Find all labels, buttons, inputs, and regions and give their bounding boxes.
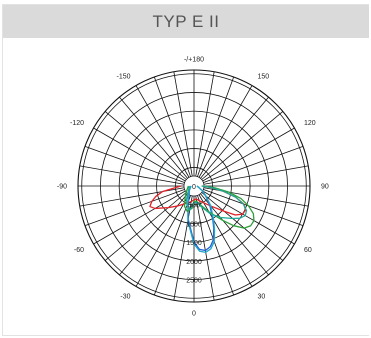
- photometric-card: TYP E II -/+180 150 120 90 60 30 0 -30 -60 -90 -12…: [2, 4, 369, 336]
- ring-gridline: [174, 166, 214, 206]
- card-header: TYP E II: [3, 5, 369, 38]
- radial-gridline: [84, 145, 195, 187]
- radial-gridline: [93, 127, 195, 187]
- radial-tick-label: 2000: [186, 259, 202, 266]
- radial-gridline: [193, 145, 304, 187]
- radial-gridline: [193, 185, 309, 207]
- radial-tick-label: 2500: [186, 278, 202, 285]
- radial-tick-label: 1500: [186, 240, 202, 247]
- radial-gridline: [173, 71, 195, 187]
- label-layer: -/+180 150 120 90 60 30 0 -30 -60 -90 -120 -150 0 500…: [57, 57, 329, 318]
- chart-title: TYP E II: [152, 11, 220, 31]
- radial-gridline: [135, 85, 195, 187]
- radial-gridline: [119, 185, 195, 276]
- radial-gridline: [193, 185, 284, 261]
- angle-tick-label: 150: [258, 74, 270, 81]
- radial-gridline: [79, 165, 195, 187]
- radial-gridline: [104, 111, 195, 187]
- radial-gridline: [193, 165, 309, 187]
- ring-gridline: [156, 148, 232, 224]
- angle-tick-label: -90: [57, 184, 67, 191]
- radial-tick-label: 1000: [186, 221, 202, 228]
- radial-tick-label: 0: [192, 184, 196, 191]
- series-line-5: [185, 185, 248, 220]
- angle-tick-label: -60: [74, 247, 84, 254]
- angle-tick-label: 30: [258, 293, 266, 300]
- series-line-4: [183, 185, 255, 229]
- ring-gridline: [81, 73, 307, 299]
- angle-tick-label: -150: [116, 74, 130, 81]
- angle-tick-label: 60: [304, 247, 312, 254]
- radial-gridline: [173, 185, 195, 301]
- angle-tick-label: 0: [192, 311, 196, 318]
- angle-tick-label: -/+180: [184, 57, 204, 64]
- radial-gridline: [193, 96, 269, 187]
- radial-gridline: [193, 85, 253, 187]
- radial-gridline: [79, 185, 195, 207]
- angle-tick-label: -30: [120, 293, 130, 300]
- radial-gridline: [93, 185, 195, 245]
- ring-gridline: [100, 92, 288, 280]
- radial-tick-label: 500: [188, 203, 200, 210]
- radial-gridline: [119, 96, 195, 187]
- angle-tick-label: 90: [321, 184, 329, 191]
- radial-gridline: [193, 111, 284, 187]
- radial-gridline: [84, 185, 195, 227]
- radial-gridline: [153, 76, 195, 187]
- radial-gridline: [193, 71, 215, 187]
- ring-gridline: [118, 110, 270, 262]
- radial-gridline: [193, 185, 295, 245]
- radial-gridline: [104, 185, 195, 261]
- radial-gridline: [193, 185, 269, 276]
- angle-tick-label: 120: [304, 120, 316, 127]
- outer-ring: [77, 69, 311, 303]
- series-layer: [149, 185, 255, 253]
- angle-tick-label: -120: [70, 120, 84, 127]
- radial-gridline: [193, 127, 295, 187]
- polar-chart: -/+180 150 120 90 60 30 0 -30 -60 -90 -120 -150 0 500…: [57, 57, 329, 318]
- radial-gridline: [193, 76, 235, 187]
- series-line-3: [187, 185, 216, 253]
- radial-gridline: [193, 185, 215, 301]
